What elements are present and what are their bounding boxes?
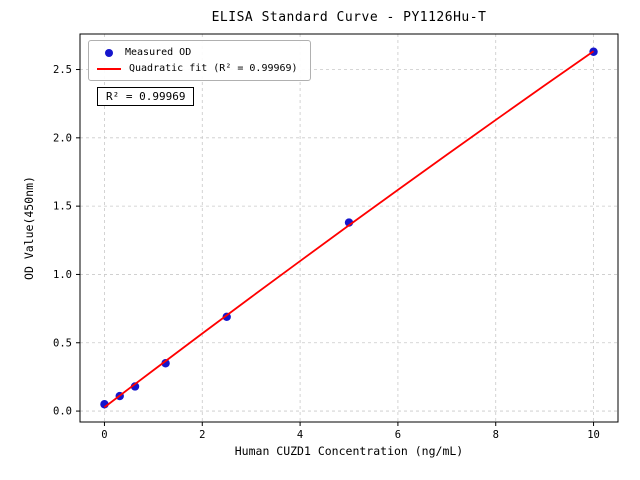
legend-label-measured-od: Measured OD xyxy=(125,47,192,58)
legend-label-quadratic-fit: Quadratic fit (R² = 0.99969) xyxy=(129,63,298,74)
x-tick-label: 10 xyxy=(587,429,600,441)
y-tick-label: 2.5 xyxy=(53,64,72,76)
r-squared-annotation: R² = 0.99969 xyxy=(97,87,195,106)
fit-line xyxy=(103,50,595,408)
y-tick-label: 0.5 xyxy=(53,337,72,349)
chart-title: ELISA Standard Curve - PY1126Hu-T xyxy=(211,10,487,25)
legend-line-marker-icon xyxy=(97,67,121,70)
x-tick-label: 4 xyxy=(297,429,303,441)
grid xyxy=(80,34,618,422)
x-axis: 0 2 4 6 8 10 xyxy=(101,422,600,441)
legend: Measured OD Quadratic fit (R² = 0.99969) xyxy=(88,40,311,81)
x-tick-label: 0 xyxy=(101,429,107,441)
data-point xyxy=(130,382,140,391)
x-axis-label: Human CUZD1 Concentration (ng/mL) xyxy=(234,444,464,458)
y-tick-label: 1.0 xyxy=(53,269,72,281)
x-tick-label: 8 xyxy=(493,429,499,441)
x-tick-label: 2 xyxy=(199,429,205,441)
plot-border xyxy=(79,33,619,423)
legend-entry-quadratic-fit: Quadratic fit (R² = 0.99969) xyxy=(97,63,298,74)
y-axis: 0.0 0.5 1.0 1.5 2.0 2.5 xyxy=(53,64,80,418)
y-axis-label: OD Value(450nm) xyxy=(22,176,36,280)
legend-dot-marker-icon xyxy=(105,48,113,57)
y-tick-label: 2.0 xyxy=(53,132,72,144)
y-tick-label: 0.0 xyxy=(53,406,72,418)
legend-entry-measured-od: Measured OD xyxy=(97,47,298,58)
x-tick-label: 6 xyxy=(395,429,401,441)
y-tick-label: 1.5 xyxy=(53,201,72,213)
data-point xyxy=(161,359,170,368)
